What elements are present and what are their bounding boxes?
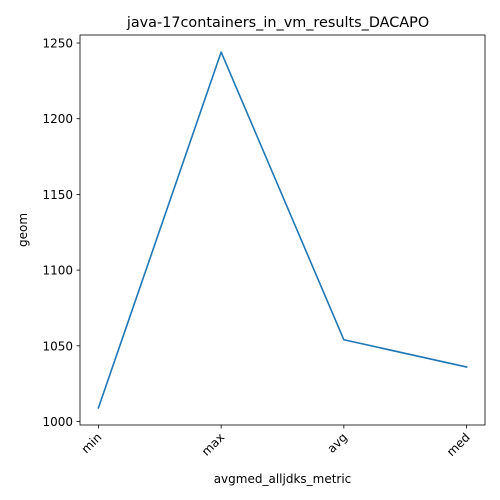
y-tick-label: 1250 [42,37,73,51]
y-tick-label: 1000 [42,415,73,429]
y-axis-label: geom [16,213,30,247]
y-tick-label: 1200 [42,112,73,126]
x-axis-label: avgmed_alljdks_metric [214,472,352,486]
series-line-0 [97,51,468,409]
y-tick-label: 1050 [42,339,73,353]
y-axis: 1000 1050 1100 1150 1200 1250 [42,37,80,429]
y-tick-label: 1100 [42,264,73,278]
chart-title: java-17containers_in_vm_results_DACAPO [126,15,429,31]
plot-area [97,51,468,409]
y-tick-label: 1150 [42,188,73,202]
plot-frame [79,34,486,426]
